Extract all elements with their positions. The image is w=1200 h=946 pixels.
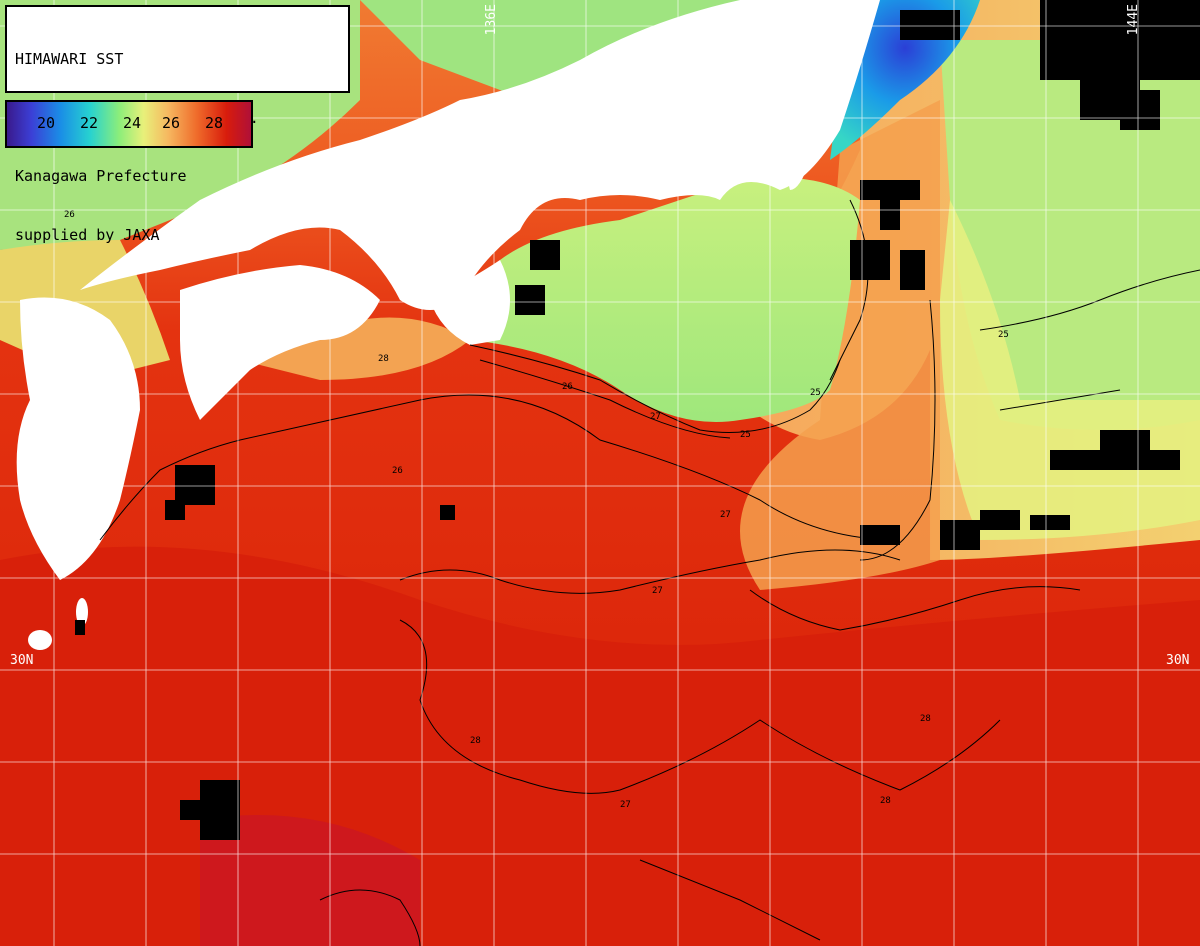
- contour-label: 26: [392, 466, 403, 476]
- temperature-legend: 20 22 24 26 28: [5, 100, 253, 148]
- deep-warm-patch: [200, 815, 420, 946]
- izu-peninsula: [780, 142, 810, 190]
- lon-label-136: 136E: [484, 4, 499, 36]
- legend-tick: 24: [123, 114, 142, 132]
- legend-tick: 22: [80, 114, 99, 132]
- small-island: [28, 630, 52, 650]
- legend-tick: 26: [162, 114, 181, 132]
- east-green-zone: [940, 40, 1200, 430]
- shikoku-band: [240, 317, 470, 380]
- contour-label: 28: [920, 714, 931, 724]
- contour-label: 28: [880, 796, 891, 806]
- contour-label: 25: [810, 388, 821, 398]
- lat-label-left: 30N: [10, 653, 34, 668]
- contour-label: 26: [562, 382, 573, 392]
- lat-label-right: 30N: [1166, 653, 1190, 668]
- title-source: supplied by JAXA: [15, 225, 160, 244]
- honshu-land: [80, 0, 880, 310]
- title-region: Kanagawa Prefecture: [15, 167, 187, 185]
- legend-tick: 28: [205, 114, 224, 132]
- contour-label: 25: [998, 330, 1009, 340]
- contour-label: 27: [650, 412, 661, 422]
- contour-label: 27: [652, 586, 663, 596]
- kyushu-land: [16, 297, 141, 580]
- lon-label-144: 144E: [1126, 4, 1141, 36]
- cloud-masks: [75, 0, 1200, 840]
- legend-tick: 20: [37, 114, 56, 132]
- contour-label: 28: [470, 736, 481, 746]
- land-masses: [16, 0, 880, 650]
- coastal-green-zone: [470, 177, 860, 422]
- contour-label: 25: [740, 430, 751, 440]
- contour-label: 27: [720, 510, 731, 520]
- small-island: [76, 598, 88, 626]
- contour-label: 27: [620, 800, 631, 810]
- contour-label: 26: [64, 210, 75, 220]
- title-box: HIMAWARI SST 2025/10/17 04(UTC) 3H Comp.…: [5, 5, 350, 244]
- title-product: HIMAWARI SST: [15, 50, 124, 68]
- contour-label: 28: [378, 354, 389, 364]
- kii-peninsula: [430, 260, 510, 345]
